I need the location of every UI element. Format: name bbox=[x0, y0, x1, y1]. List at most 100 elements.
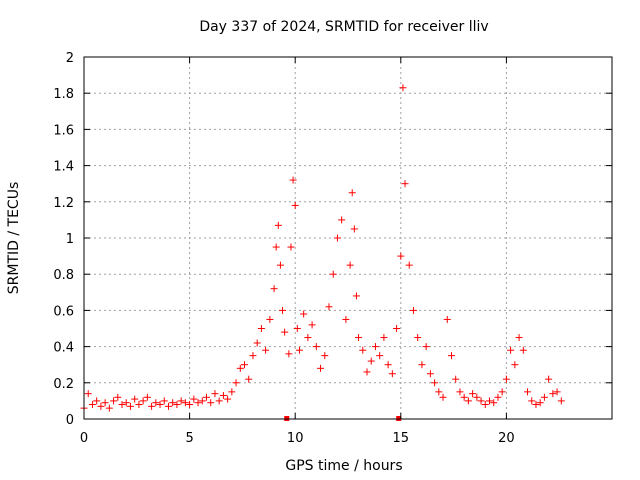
data-point bbox=[295, 346, 303, 354]
y-tick-label: 0.4 bbox=[53, 341, 74, 356]
data-point bbox=[397, 252, 405, 260]
data-point bbox=[93, 397, 101, 405]
data-point bbox=[160, 397, 168, 405]
data-point bbox=[348, 189, 356, 197]
data-point bbox=[333, 234, 341, 242]
data-point bbox=[253, 339, 261, 347]
data-point bbox=[224, 395, 232, 403]
data-point bbox=[266, 315, 274, 323]
y-tick-label: 0.2 bbox=[53, 377, 74, 392]
data-point bbox=[367, 357, 375, 365]
data-point bbox=[84, 390, 92, 398]
data-point bbox=[173, 401, 181, 409]
y-tick-labels: 0 0.2 0.4 0.6 0.8 1 1.2 1.4 1.6 1.8 2 bbox=[53, 51, 74, 428]
x-tick-label: 15 bbox=[393, 431, 410, 446]
data-point bbox=[557, 397, 565, 405]
data-point bbox=[321, 352, 329, 360]
data-point bbox=[380, 334, 388, 342]
data-point bbox=[494, 393, 502, 401]
data-point bbox=[211, 390, 219, 398]
data-point bbox=[439, 393, 447, 401]
data-point bbox=[101, 399, 109, 407]
data-point bbox=[540, 393, 548, 401]
axis-ticks bbox=[83, 56, 612, 420]
y-tick-label: 1.4 bbox=[53, 160, 74, 175]
data-point bbox=[325, 303, 333, 311]
data-point bbox=[281, 328, 289, 336]
plot-frame bbox=[83, 56, 613, 420]
data-point bbox=[388, 370, 396, 378]
data-point bbox=[524, 388, 532, 396]
data-point bbox=[164, 402, 172, 410]
data-point bbox=[338, 216, 346, 224]
data-point bbox=[515, 334, 523, 342]
data-point bbox=[236, 364, 244, 372]
data-point bbox=[481, 401, 489, 409]
data-point bbox=[346, 261, 354, 269]
x-tick-label: 5 bbox=[185, 431, 193, 446]
data-point bbox=[228, 388, 236, 396]
data-point bbox=[169, 399, 177, 407]
data-point bbox=[359, 346, 367, 354]
data-point bbox=[490, 399, 498, 407]
data-point bbox=[502, 375, 510, 383]
data-point bbox=[352, 292, 360, 300]
y-tick-label: 1.2 bbox=[53, 196, 74, 211]
data-point bbox=[422, 343, 430, 351]
data-point bbox=[528, 397, 536, 405]
data-point bbox=[279, 306, 287, 314]
data-point bbox=[469, 390, 477, 398]
data-point bbox=[156, 401, 164, 409]
data-point bbox=[426, 370, 434, 378]
data-point bbox=[456, 388, 464, 396]
data-point bbox=[431, 379, 439, 387]
y-axis-title: SRMTID / TECUs bbox=[6, 182, 22, 295]
data-point bbox=[355, 334, 363, 342]
data-point bbox=[384, 361, 392, 369]
x-tick-label: 10 bbox=[287, 431, 304, 446]
data-point bbox=[245, 375, 253, 383]
data-point bbox=[177, 397, 185, 405]
data-point bbox=[97, 402, 105, 410]
data-point bbox=[207, 399, 215, 407]
data-point bbox=[114, 393, 122, 401]
y-tick-label: 1.6 bbox=[53, 123, 74, 138]
data-point bbox=[88, 401, 96, 409]
data-point bbox=[139, 397, 147, 405]
data-point bbox=[215, 397, 223, 405]
data-series-srmtid bbox=[80, 84, 565, 412]
data-point bbox=[545, 375, 553, 383]
data-point bbox=[317, 364, 325, 372]
data-point bbox=[285, 350, 293, 358]
data-point bbox=[152, 399, 160, 407]
data-point bbox=[511, 361, 519, 369]
y-tick-label: 0 bbox=[66, 413, 74, 428]
y-tick-label: 0.8 bbox=[53, 268, 74, 283]
data-point bbox=[232, 379, 240, 387]
data-point bbox=[202, 393, 210, 401]
data-point bbox=[536, 399, 544, 407]
data-point bbox=[249, 352, 257, 360]
data-point bbox=[110, 397, 118, 405]
data-point bbox=[342, 315, 350, 323]
y-tick-label: 1 bbox=[66, 232, 74, 247]
data-point bbox=[519, 346, 527, 354]
data-point bbox=[414, 334, 422, 342]
data-point bbox=[409, 306, 417, 314]
data-point bbox=[418, 361, 426, 369]
data-point bbox=[126, 402, 134, 410]
data-point bbox=[135, 401, 143, 409]
grid-lines bbox=[84, 57, 612, 419]
data-point bbox=[329, 270, 337, 278]
x-axis-title: GPS time / hours bbox=[285, 458, 402, 474]
data-point bbox=[486, 397, 494, 405]
data-point bbox=[293, 325, 301, 332]
data-point bbox=[262, 346, 270, 354]
data-point bbox=[363, 368, 371, 376]
data-point bbox=[452, 375, 460, 383]
data-point bbox=[549, 390, 557, 398]
data-point bbox=[276, 261, 284, 269]
chart-title: Day 337 of 2024, SRMTID for receiver lli… bbox=[199, 19, 488, 35]
x-tick-label: 20 bbox=[498, 431, 515, 446]
data-point bbox=[198, 397, 206, 405]
